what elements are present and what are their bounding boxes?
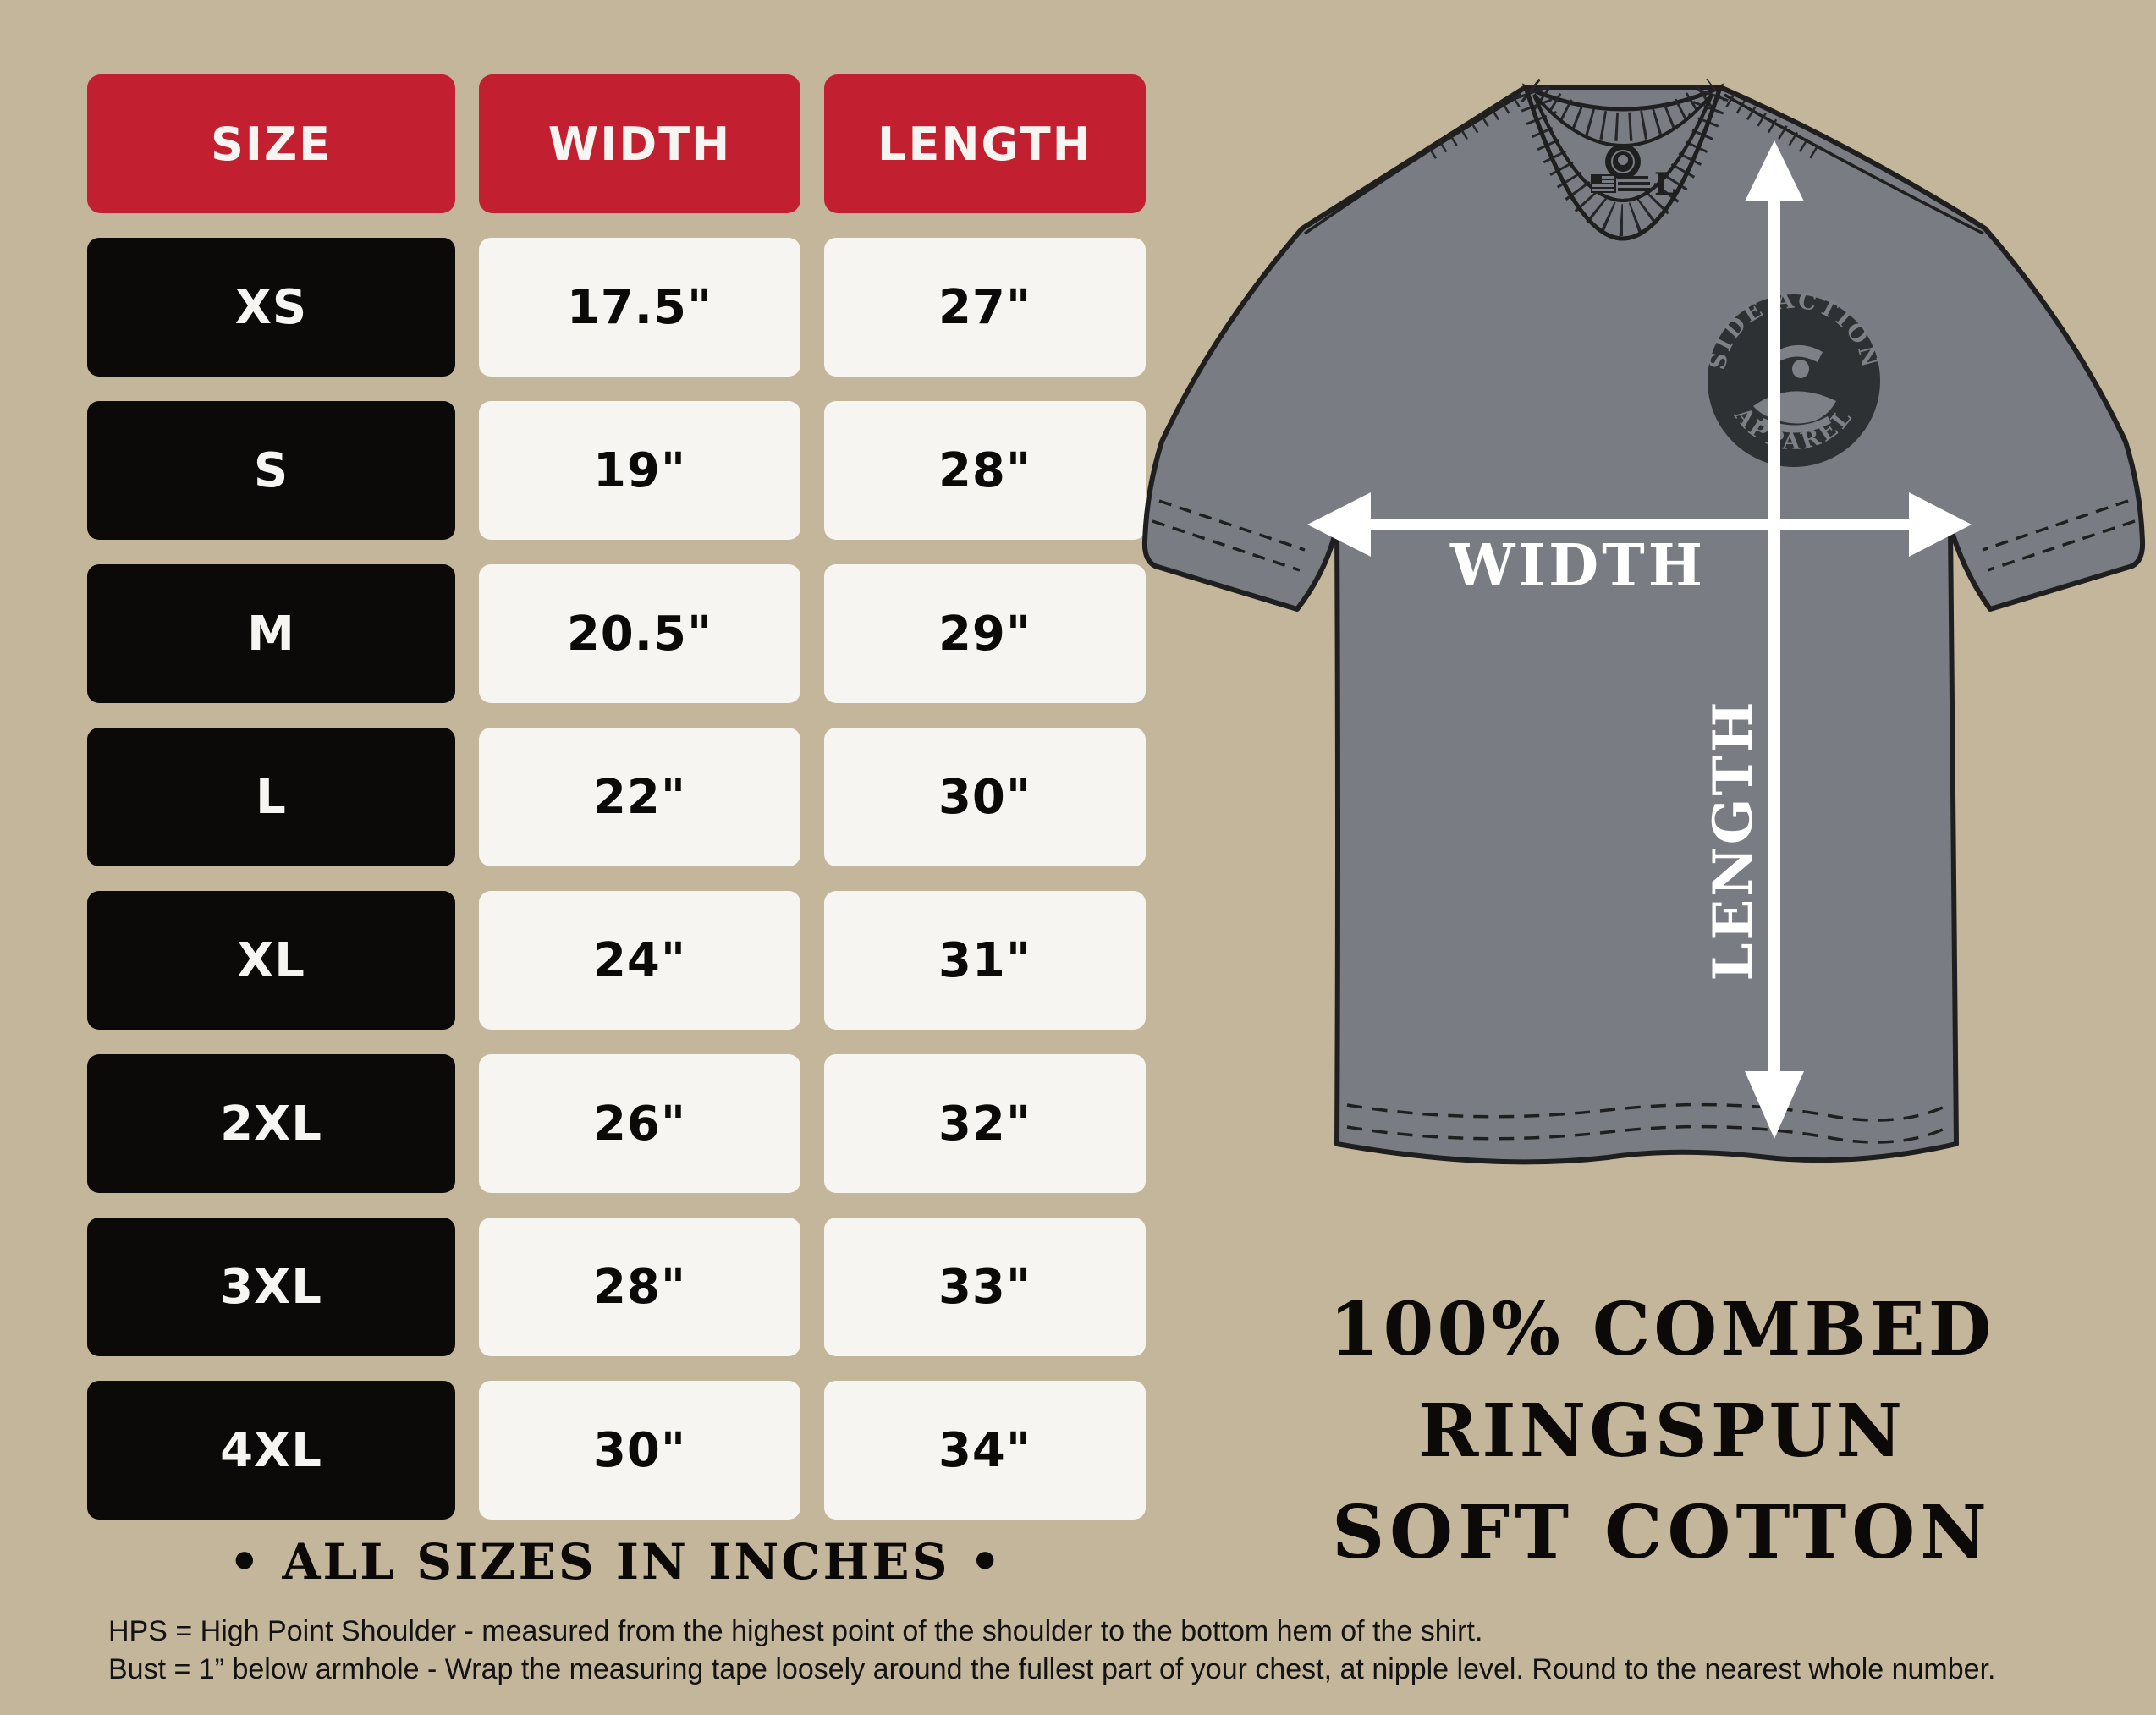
footnote-bust: Bust = 1” below armhole - Wrap the measu… <box>108 1653 1996 1685</box>
tshirt-body <box>1141 85 2146 1165</box>
width-value: 22" <box>479 728 800 866</box>
width-value: 24" <box>479 891 800 1030</box>
size-table: SIZE WIDTH LENGTH XS 17.5" 27" S 19" 28"… <box>87 74 1146 1520</box>
size-label: S <box>87 401 455 540</box>
collar-rib-front <box>1516 85 1730 236</box>
all-sizes-note: • ALL SIZES IN INCHES • <box>228 1533 1004 1591</box>
column-header-width: WIDTH <box>479 74 800 213</box>
tagline-line1: 100% COMBED RINGSPUN <box>1328 1287 1995 1474</box>
length-value: 32" <box>824 1054 1146 1193</box>
neck-size-letter: L <box>1654 167 1675 202</box>
measurement-footnotes: HPS = High Point Shoulder - measured fro… <box>108 1613 2139 1689</box>
neck-opening-fill <box>1541 103 1705 197</box>
shoulder-seam-left <box>1304 93 1522 235</box>
sleeve-stitch-right <box>1987 519 2136 572</box>
sleeve-stitch-left <box>1152 519 1301 572</box>
neck-label-logo-ring <box>1611 150 1635 173</box>
flag-icon <box>1591 174 1616 193</box>
length-value: 29" <box>824 564 1146 703</box>
collar-front-top-edge2 <box>1532 94 1713 202</box>
width-value: 20.5" <box>479 564 800 703</box>
width-value: 28" <box>479 1218 800 1356</box>
width-value: 17.5" <box>479 238 800 377</box>
neck-label: L <box>1591 144 1675 202</box>
width-arrow-line <box>1361 519 1919 530</box>
size-label: 4XL <box>87 1381 455 1520</box>
column-header-size: SIZE <box>87 74 455 213</box>
tagline-line2: SOFT COTTON <box>1332 1490 1992 1575</box>
length-value: 33" <box>824 1218 1146 1356</box>
width-value: 19" <box>479 401 800 540</box>
neck-label-text-lines <box>1618 176 1650 191</box>
length-value: 31" <box>824 891 1146 1030</box>
width-arrow-head-right <box>1909 492 1972 557</box>
hem-stitch-2 <box>1346 1124 1945 1144</box>
size-label: L <box>87 728 455 866</box>
fabric-tagline: 100% COMBED RINGSPUN SOFT COTTON <box>1168 1279 2156 1584</box>
footnote-hps: HPS = High Point Shoulder - measured fro… <box>108 1615 1483 1647</box>
chest-logo-circle <box>1708 294 1880 467</box>
width-arrow-head-left <box>1307 492 1371 557</box>
shoulder-seam-right <box>1724 93 1984 235</box>
size-label: 2XL <box>87 1054 455 1193</box>
length-arrow-head-bottom <box>1745 1071 1804 1139</box>
size-label: XS <box>87 238 455 377</box>
width-value: 26" <box>479 1054 800 1193</box>
length-arrow-head-top <box>1745 140 1804 201</box>
length-value: 28" <box>824 401 1146 540</box>
collar-front-bottom-edge <box>1523 86 1723 241</box>
width-value: 30" <box>479 1381 800 1520</box>
length-value: 30" <box>824 728 1146 866</box>
size-label: M <box>87 564 455 703</box>
length-value: 27" <box>824 238 1146 377</box>
size-label: 3XL <box>87 1218 455 1356</box>
width-arrow-label: WIDTH <box>1449 532 1706 600</box>
collar-rib-back <box>1521 78 1725 141</box>
hem-stitch-1 <box>1346 1102 1945 1122</box>
tshirt-svg: L SIDE ACTION APPAREL <box>1141 78 2146 1165</box>
neck-label-logo-core <box>1618 155 1628 165</box>
sleeve-stitch-left2 <box>1158 499 1306 552</box>
tshirt-diagram: L SIDE ACTION APPAREL <box>1134 51 2156 1218</box>
sleeve-stitch-right2 <box>1982 499 2129 552</box>
column-header-length: LENGTH <box>824 74 1146 213</box>
length-value: 34" <box>824 1381 1146 1520</box>
size-label: XL <box>87 891 455 1030</box>
measurement-arrows <box>1307 140 1972 1139</box>
length-arrow-label: LENGTH <box>1702 699 1765 981</box>
length-arrow-line <box>1768 193 1780 1076</box>
